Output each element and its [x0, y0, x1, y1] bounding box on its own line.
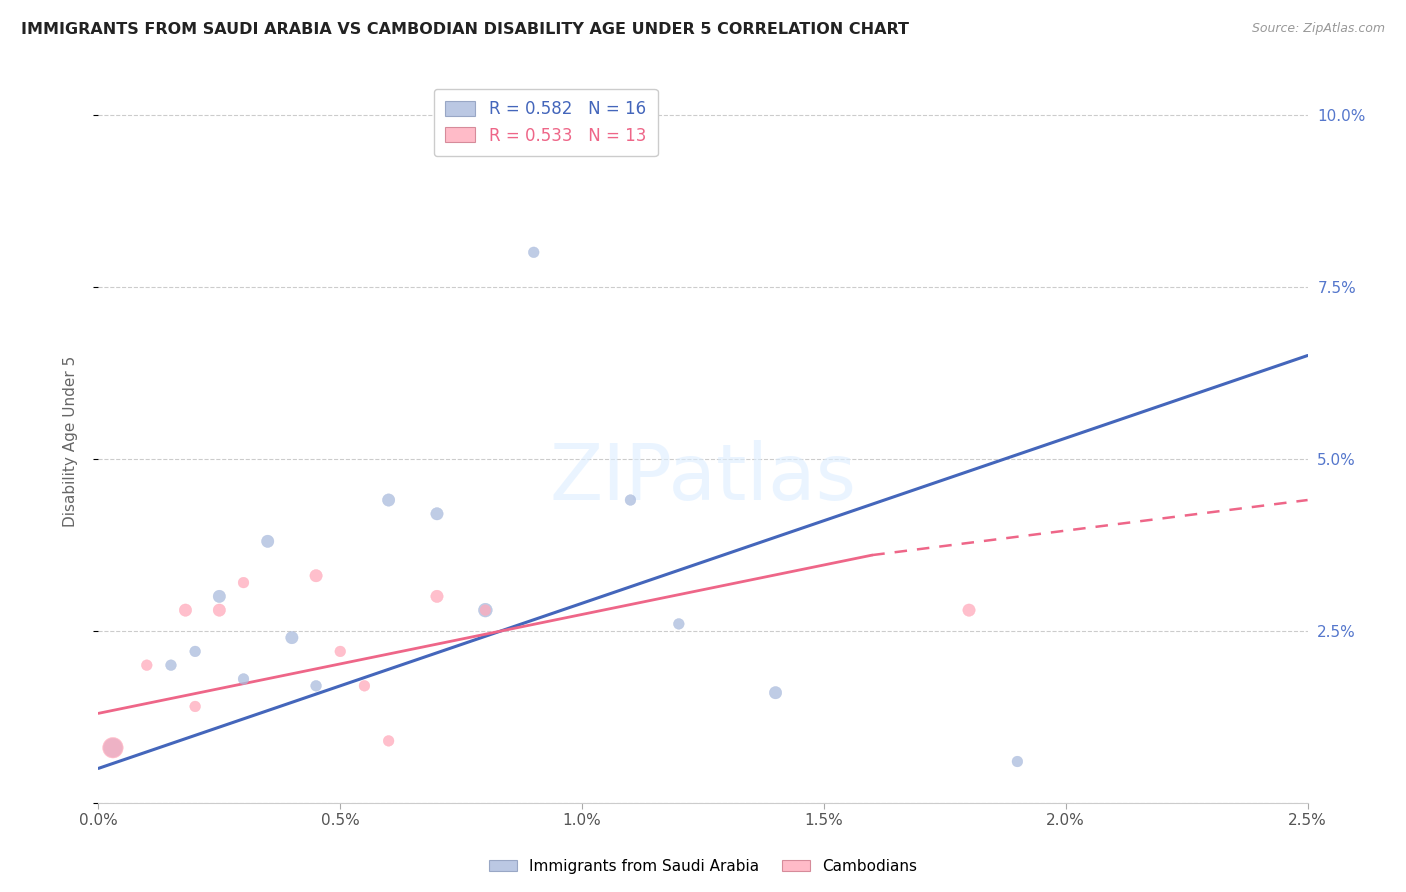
Point — [160, 658, 183, 673]
Point — [426, 507, 449, 521]
Point — [305, 568, 328, 582]
Point — [353, 679, 375, 693]
Point — [474, 603, 496, 617]
Point — [101, 740, 124, 755]
Text: IMMIGRANTS FROM SAUDI ARABIA VS CAMBODIAN DISABILITY AGE UNDER 5 CORRELATION CHA: IMMIGRANTS FROM SAUDI ARABIA VS CAMBODIA… — [21, 22, 910, 37]
Y-axis label: Disability Age Under 5: Disability Age Under 5 — [63, 356, 77, 527]
Point — [957, 603, 980, 617]
Point — [523, 245, 546, 260]
Point — [184, 699, 207, 714]
Point — [208, 603, 231, 617]
Point — [426, 590, 449, 604]
Text: ZIPatlas: ZIPatlas — [550, 440, 856, 516]
Point — [208, 590, 231, 604]
Point — [232, 672, 254, 686]
Point — [135, 658, 157, 673]
Point — [256, 534, 278, 549]
Point — [232, 575, 254, 590]
Point — [174, 603, 197, 617]
Text: Source: ZipAtlas.com: Source: ZipAtlas.com — [1251, 22, 1385, 36]
Point — [668, 616, 690, 631]
Point — [305, 679, 328, 693]
Point — [474, 603, 496, 617]
Legend: Immigrants from Saudi Arabia, Cambodians: Immigrants from Saudi Arabia, Cambodians — [484, 853, 922, 880]
Point — [281, 631, 304, 645]
Point — [101, 740, 124, 755]
Point — [377, 734, 399, 748]
Point — [377, 493, 399, 508]
Point — [329, 644, 352, 658]
Legend: R = 0.582   N = 16, R = 0.533   N = 13: R = 0.582 N = 16, R = 0.533 N = 13 — [434, 88, 658, 156]
Point — [619, 493, 641, 508]
Point — [1007, 755, 1029, 769]
Point — [184, 644, 207, 658]
Point — [765, 686, 787, 700]
